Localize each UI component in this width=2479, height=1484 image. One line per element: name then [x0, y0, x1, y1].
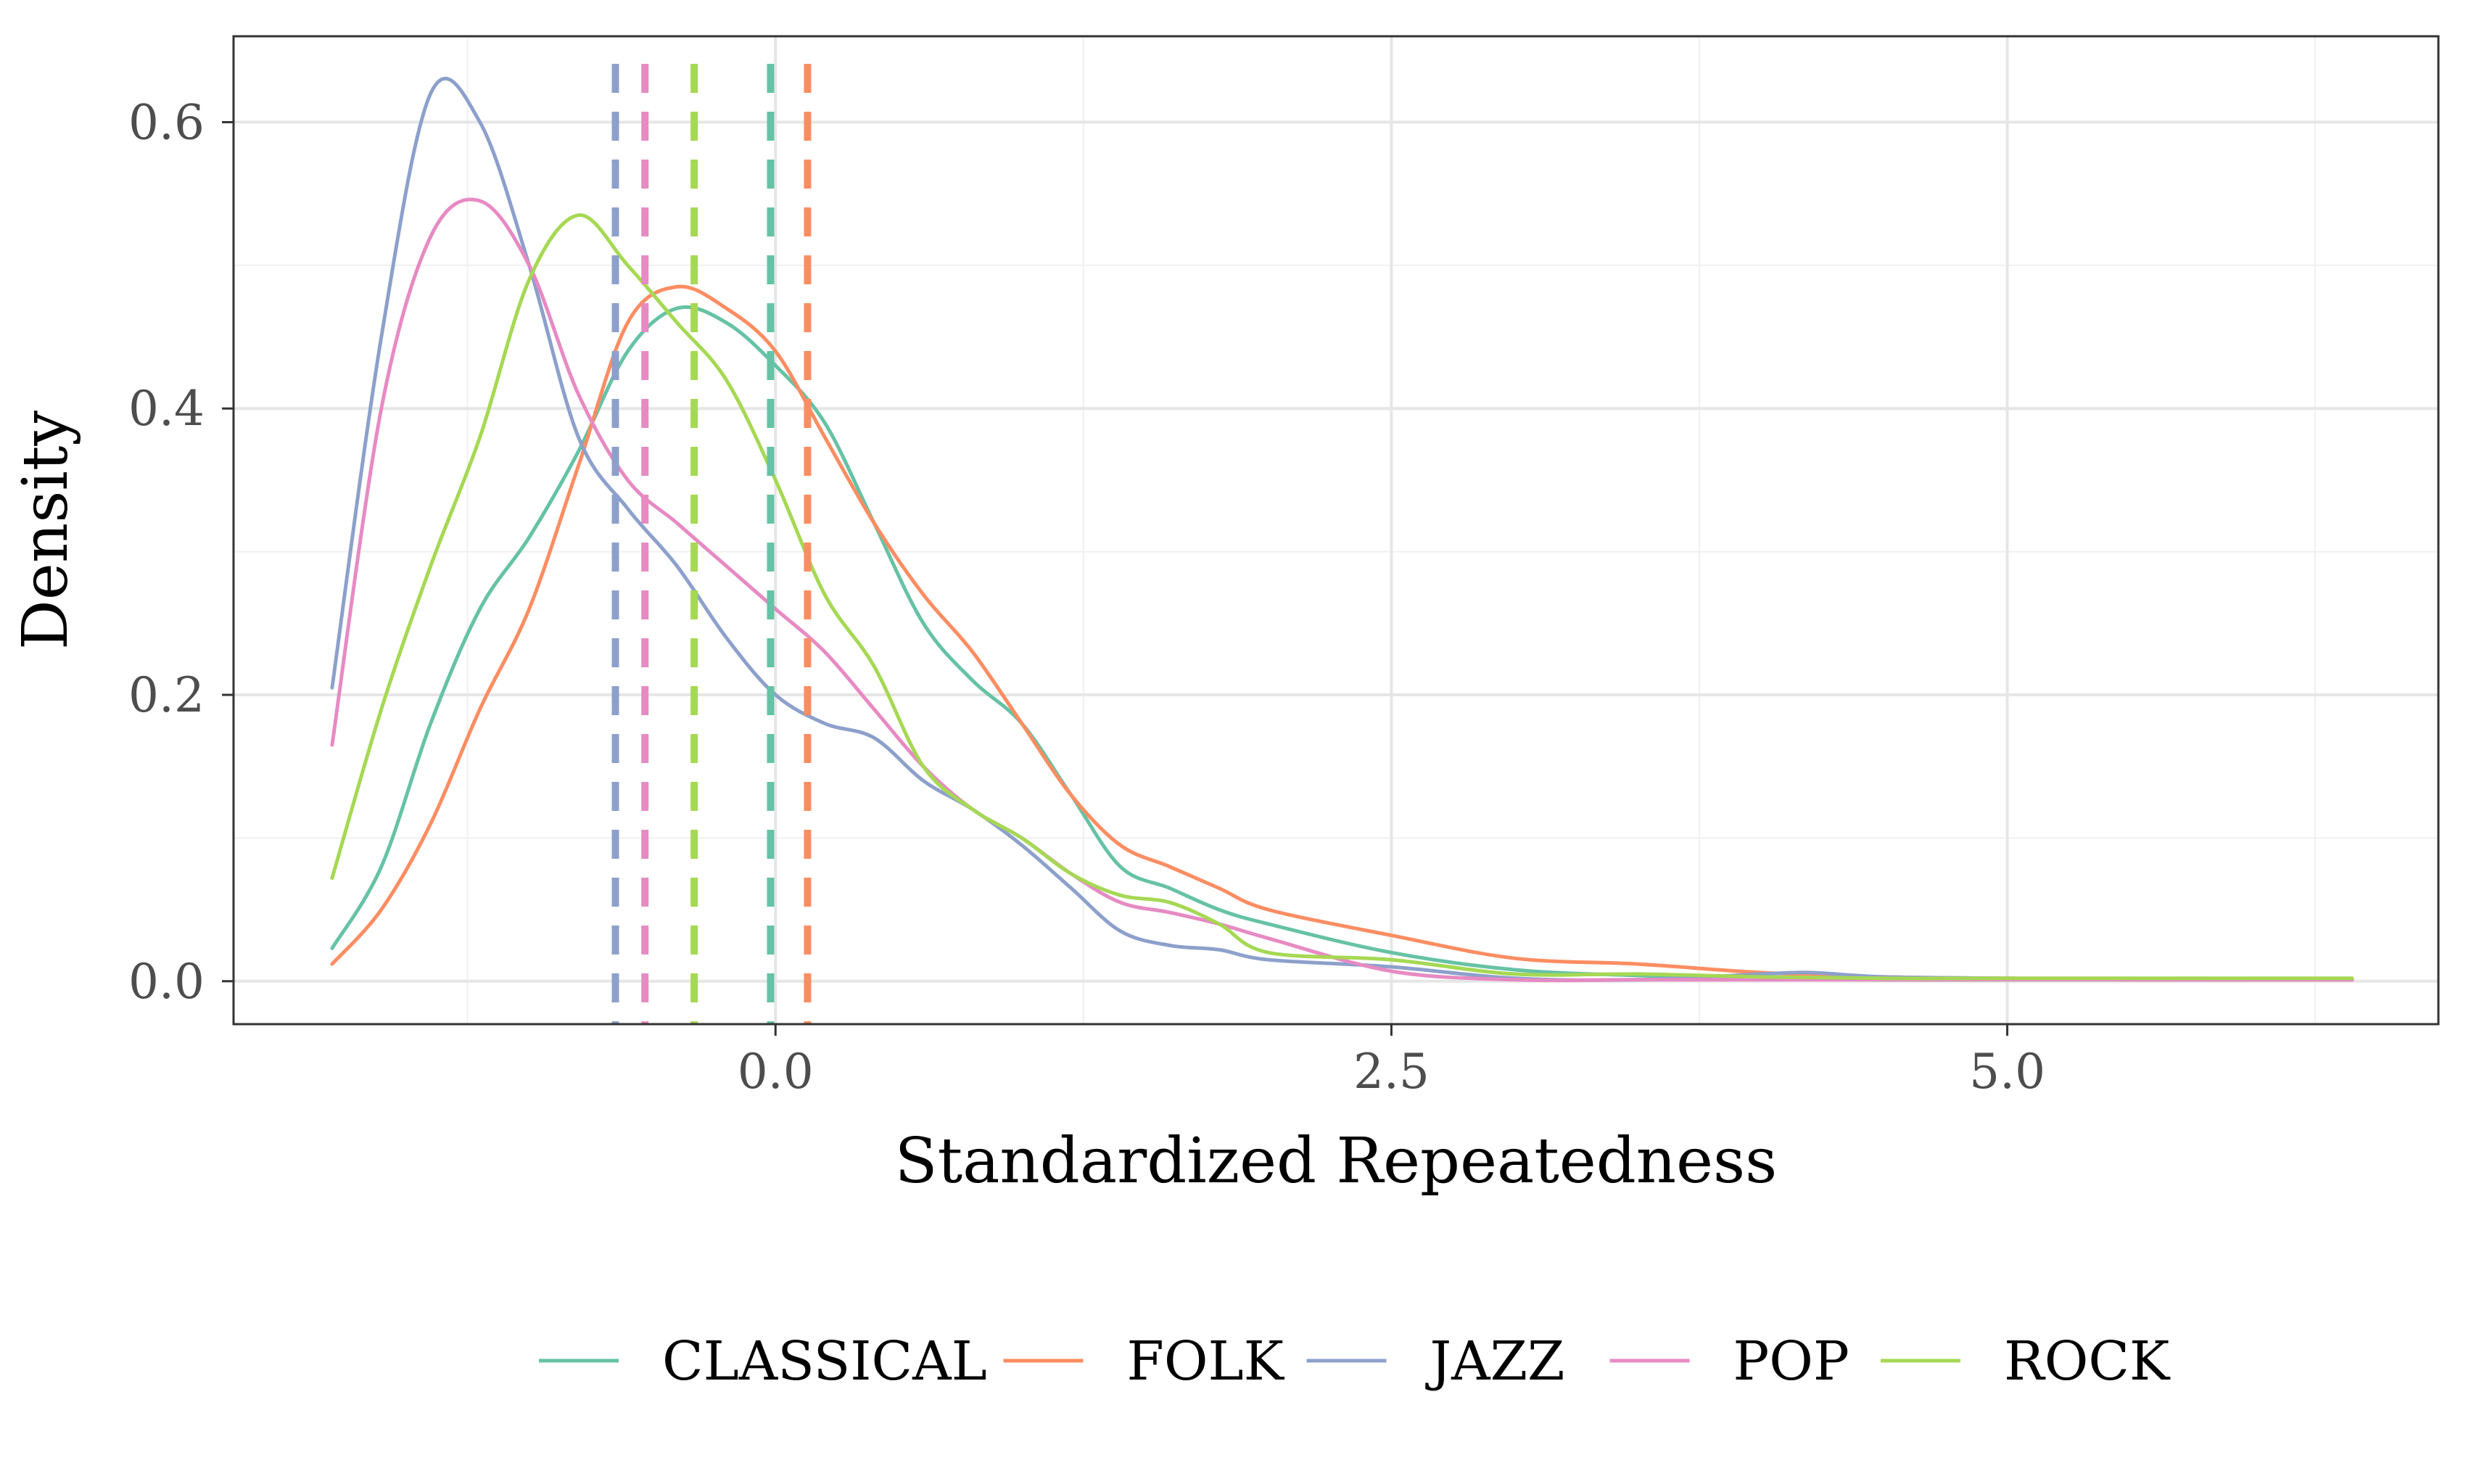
legend-label-classical: CLASSICAL: [662, 1330, 987, 1393]
panel-border: [232, 35, 2440, 1026]
y-axis-title: Density: [9, 411, 82, 650]
legend-item-classical: CLASSICAL: [539, 1330, 987, 1393]
y-tick-label: 0.4: [128, 381, 205, 437]
x-tick-label: 0.0: [738, 1044, 814, 1100]
legend-item-folk: FOLK: [1003, 1330, 1285, 1393]
density-line-rock: [330, 213, 2354, 981]
legend: CLASSICAL FOLK JAZZ POP ROCK: [539, 1330, 2171, 1393]
legend-label-rock: ROCK: [2004, 1330, 2171, 1393]
y-tick-label: 0.0: [128, 954, 205, 1010]
mean-lines: [611, 64, 812, 1024]
density-line-jazz: [330, 76, 2354, 982]
legend-item-rock: ROCK: [1881, 1330, 2171, 1393]
x-axis-title: Standardized Repeatedness: [895, 1125, 1778, 1197]
x-tick-label: 5.0: [1969, 1044, 2045, 1100]
legend-item-jazz: JAZZ: [1306, 1330, 1565, 1393]
y-tick-label: 0.2: [128, 667, 205, 723]
x-tick-label: 2.5: [1353, 1044, 1430, 1100]
legend-item-pop: POP: [1609, 1330, 1849, 1393]
series-lines: [330, 76, 2354, 983]
y-tick-label: 0.6: [128, 94, 205, 150]
legend-label-jazz: JAZZ: [1425, 1330, 1565, 1393]
axis-ticks: 0.0 2.5 5.0 0.0 0.2 0.4 0.6: [128, 94, 2045, 1100]
legend-label-pop: POP: [1733, 1330, 1849, 1393]
legend-label-folk: FOLK: [1127, 1330, 1285, 1393]
